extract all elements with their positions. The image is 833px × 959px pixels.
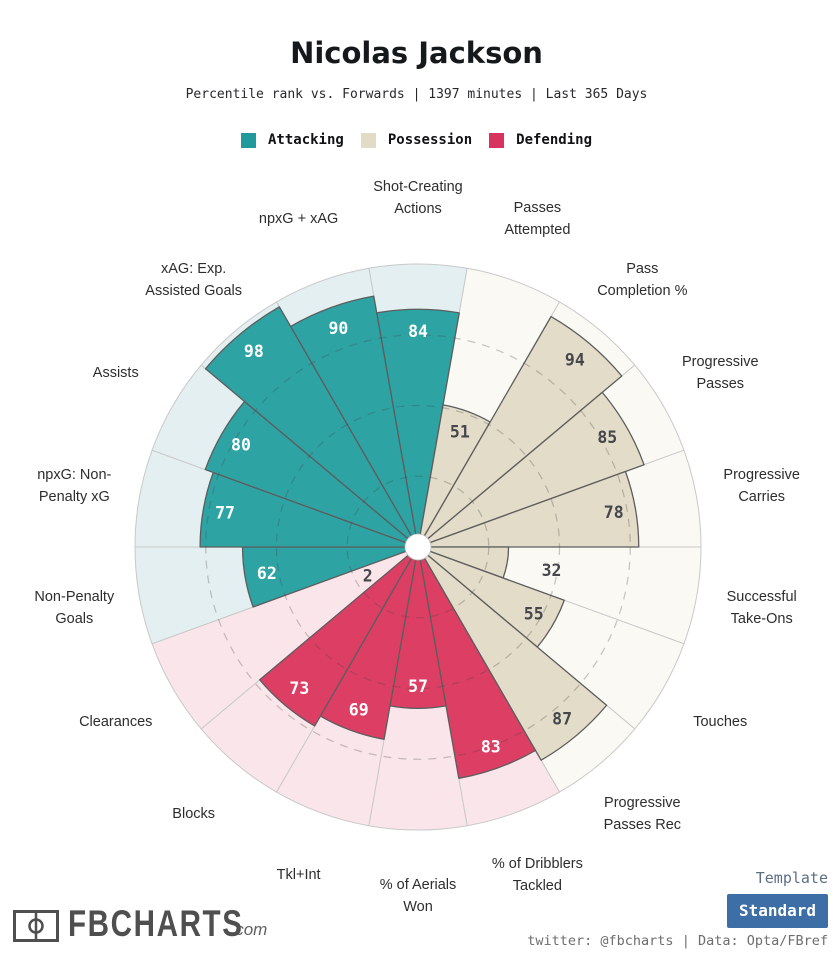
- category-label-16: xAG: Exp. Assisted Goals: [145, 260, 243, 299]
- slice-value-10: 69: [349, 700, 369, 719]
- slice-value-16: 98: [244, 342, 264, 361]
- fbcharts-logo: FBCHARTS .com: [13, 903, 268, 944]
- slice-value-9: 57: [408, 677, 428, 696]
- slice-value-2: 94: [565, 351, 585, 370]
- slice-value-8: 83: [481, 738, 501, 757]
- slice-value-5: 32: [542, 561, 562, 580]
- template-label: Template: [755, 869, 828, 887]
- chart-subtitle: Percentile rank vs. Forwards | 1397 minu…: [185, 87, 648, 102]
- legend-item-attacking: Attacking: [240, 132, 344, 148]
- category-label-4: Progressive Carries: [723, 467, 800, 506]
- category-label-7: Progressive Passes Rec: [603, 795, 682, 834]
- legend-item-defending: Defending: [489, 132, 592, 148]
- category-label-2: Pass Completion %: [597, 260, 688, 299]
- category-label-17: npxG + xAG: [258, 211, 339, 228]
- slice-value-6: 55: [524, 604, 544, 623]
- slice-fill-2: [417, 315, 623, 548]
- possession-swatch-icon: [360, 132, 376, 148]
- pitch-icon: [13, 910, 59, 942]
- slice-value-14: 77: [215, 503, 235, 522]
- legend-label: Attacking: [267, 132, 344, 148]
- slice-value-17: 90: [328, 319, 348, 338]
- category-label-3: Progressive Passes: [681, 353, 759, 392]
- slice-value-7: 87: [552, 709, 572, 728]
- attacking-swatch-icon: [240, 132, 256, 148]
- slice-fill-4: [417, 470, 640, 548]
- logo-suffix: .com: [230, 920, 268, 939]
- slice-fill-7: [417, 546, 608, 761]
- legend-item-possession: Possession: [360, 132, 473, 148]
- slice-value-11: 73: [289, 679, 309, 698]
- category-label-13: Non-Penalty Goals: [34, 588, 115, 627]
- legend: Attacking Possession Defending: [0, 132, 833, 148]
- slice-value-13: 62: [257, 564, 277, 583]
- gridline-75: [205, 334, 631, 760]
- slice-value-1: 51: [450, 423, 470, 442]
- slice-value-0: 84: [408, 322, 428, 341]
- legend-label: Possession: [387, 132, 473, 148]
- category-label-9: % of Aerials Won: [379, 877, 457, 915]
- category-label-8: % of Dribblers Tackled: [491, 855, 583, 894]
- slice-fill-17: [290, 295, 419, 548]
- category-label-10: Tkl+Int: [276, 866, 321, 883]
- page-title: Nicolas Jackson: [290, 36, 543, 70]
- slice-value-3: 85: [597, 428, 617, 447]
- gridline-50: [275, 404, 561, 690]
- slice-fill-16: [204, 306, 419, 548]
- gridline-25: [346, 475, 490, 619]
- template-standard-button[interactable]: Standard: [726, 894, 828, 928]
- slice-value-15: 80: [231, 435, 251, 454]
- center-circle: [404, 533, 432, 561]
- slice-fill-8: [417, 546, 537, 779]
- category-label-15: Assists: [92, 364, 139, 381]
- slice-value-4: 78: [604, 503, 624, 522]
- category-label-12: Clearances: [79, 713, 153, 730]
- defending-swatch-icon: [489, 132, 505, 148]
- legend-label: Defending: [516, 132, 592, 148]
- category-label-11: Blocks: [172, 806, 216, 823]
- category-label-5: Successful Take-Ons: [726, 588, 797, 627]
- category-label-1: Passes Attempted: [504, 200, 571, 239]
- category-label-6: Touches: [693, 713, 748, 730]
- slice-fill-3: [417, 391, 645, 548]
- slice-value-12: 2: [363, 567, 373, 586]
- slice-fill-11: [259, 546, 419, 727]
- category-label-14: npxG: Non- Penalty xG: [37, 467, 112, 506]
- logo-text: FBCHARTS: [68, 903, 244, 944]
- category-label-0: Shot-Creating Actions: [373, 179, 463, 217]
- credit-text: twitter: @fbcharts | Data: Opta/FBref: [527, 933, 828, 949]
